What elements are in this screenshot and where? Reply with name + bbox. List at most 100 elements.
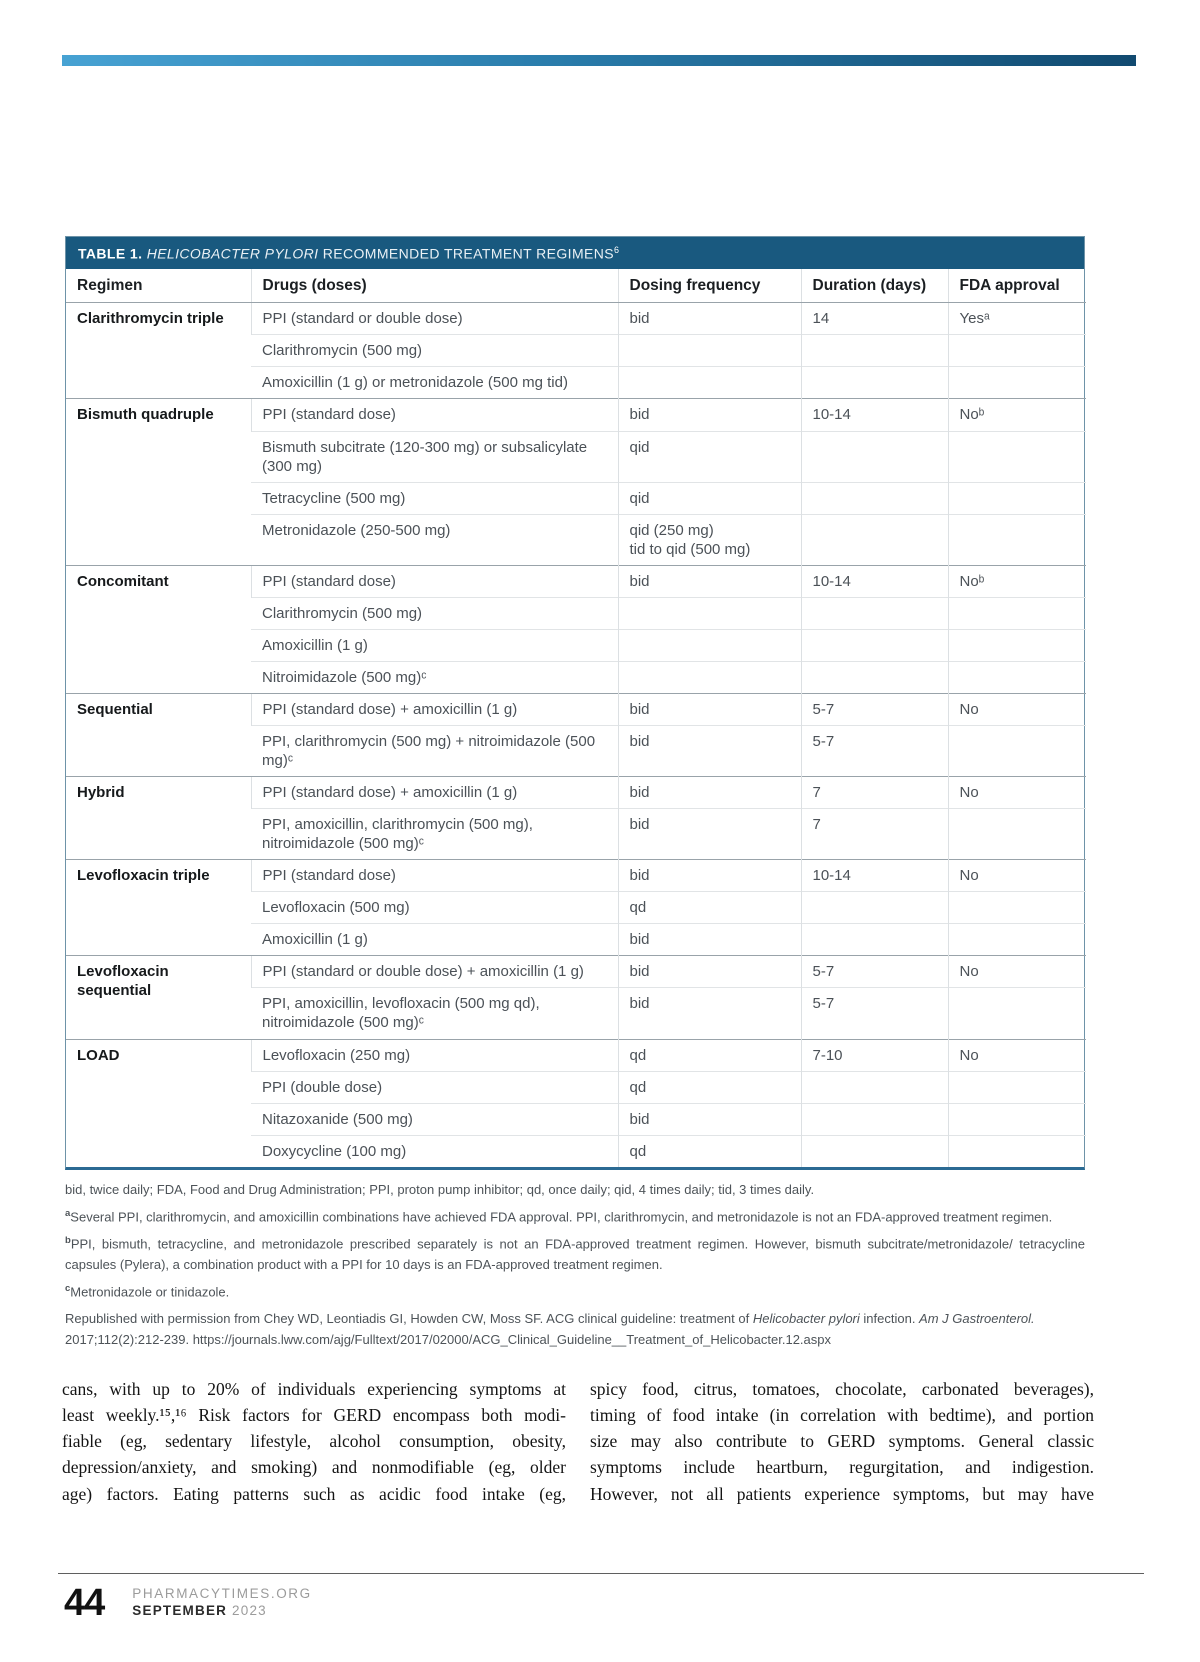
table-row: Levofloxacin sequential PPI (standard or … bbox=[66, 955, 1086, 1039]
table-row: PPI, amoxicillin, levofloxacin (500 mg q… bbox=[66, 987, 1086, 1039]
duration-cell bbox=[800, 660, 948, 694]
footer-site: PHARMACYTIMES.ORG bbox=[132, 1585, 312, 1601]
page-number: 44 bbox=[64, 1581, 105, 1624]
footnote-a: aSeveral PPI, clarithromycin, and amoxic… bbox=[65, 1207, 1085, 1227]
fda-approval-cell: Noᵇ bbox=[947, 564, 1086, 598]
duration-cell: 10-14 bbox=[800, 398, 948, 432]
body-column-left: cans, with up to 20% of individuals expe… bbox=[62, 1378, 566, 1504]
dosing-frequency-cell bbox=[617, 596, 801, 630]
footnote-b-text: PPI, bismuth, tetracycline, and metronid… bbox=[65, 1236, 1085, 1272]
drug-cell: PPI (standard dose) + amoxicillin (1 g) bbox=[250, 776, 618, 809]
dosing-frequency-cell: qd bbox=[617, 1070, 801, 1104]
duration-cell: 7 bbox=[800, 808, 948, 860]
dosing-frequency-cell: qid bbox=[617, 430, 801, 483]
duration-cell bbox=[800, 430, 948, 483]
regimen-cell: Concomitant bbox=[66, 564, 251, 694]
fda-approval-cell bbox=[947, 923, 1086, 956]
dosing-frequency-cell: qd bbox=[617, 1038, 801, 1072]
footer-date: SEPTEMBER 2023 bbox=[132, 1603, 311, 1618]
footnote-a-marker: a bbox=[65, 1207, 71, 1219]
regimen-cell: Clarithromycin triple bbox=[66, 302, 251, 399]
duration-cell bbox=[800, 366, 948, 399]
citation-italic-species: Helicobacter pylori bbox=[752, 1311, 860, 1327]
dosing-frequency-cell bbox=[617, 334, 801, 367]
dosing-frequency-cell bbox=[617, 366, 801, 399]
fda-approval-cell bbox=[947, 987, 1086, 1039]
fda-approval-cell bbox=[947, 891, 1086, 924]
table-row: Amoxicillin (1 g) bid bbox=[66, 923, 1086, 956]
duration-cell: 14 bbox=[800, 302, 948, 335]
table-row: Hybrid PPI (standard dose) + amoxicillin … bbox=[66, 776, 1086, 860]
fda-approval-cell bbox=[947, 1134, 1086, 1167]
footnote-a-text: Several PPI, clarithromycin, and amoxici… bbox=[70, 1209, 1053, 1225]
top-accent-bar bbox=[62, 55, 1136, 66]
duration-cell bbox=[800, 891, 948, 924]
drug-cell: PPI, clarithromycin (500 mg) + nitroimid… bbox=[251, 724, 618, 777]
column-header-drugs: Drugs (doses) bbox=[250, 268, 618, 304]
fda-approval-cell: No bbox=[947, 692, 1086, 726]
fda-approval-cell bbox=[947, 513, 1086, 566]
citation-text: Republished with permission from Chey WD… bbox=[65, 1311, 753, 1327]
column-header-dosing-frequency: Dosing frequency bbox=[617, 268, 801, 304]
drug-cell: PPI (standard dose) + amoxicillin (1 g) bbox=[250, 692, 618, 726]
table-row: Nitroimidazole (500 mg)ᶜ bbox=[66, 660, 1086, 694]
table-row: PPI (double dose) qd bbox=[66, 1070, 1086, 1104]
drug-cell: Amoxicillin (1 g) bbox=[251, 628, 618, 662]
duration-cell bbox=[800, 481, 948, 515]
duration-cell bbox=[800, 923, 948, 956]
drug-cell: Nitroimidazole (500 mg)ᶜ bbox=[251, 660, 618, 694]
table-title-label: TABLE 1. bbox=[78, 245, 143, 262]
fda-approval-cell bbox=[947, 430, 1086, 483]
table-row: Sequential PPI (standard dose) + amoxicil… bbox=[66, 692, 1086, 777]
fda-approval-cell bbox=[947, 808, 1086, 860]
table-row: Clarithromycin (500 mg) bbox=[66, 334, 1086, 367]
table-row: Clarithromycin (500 mg) bbox=[66, 596, 1086, 630]
drug-cell: Levofloxacin (250 mg) bbox=[250, 1038, 618, 1072]
column-header-fda-approval: FDA approval bbox=[947, 268, 1086, 304]
duration-cell: 10-14 bbox=[800, 564, 948, 598]
drug-cell: Amoxicillin (1 g) or metronidazole (500 … bbox=[251, 366, 618, 399]
regimen-cell: Levofloxacin triple bbox=[66, 859, 251, 956]
column-header-duration: Duration (days) bbox=[800, 268, 948, 304]
fda-approval-cell bbox=[947, 660, 1086, 694]
table-row: LOAD Levofloxacin (250 mg) qd 7-10 No bbox=[66, 1038, 1086, 1167]
citation-text: infection. bbox=[859, 1311, 920, 1327]
fda-approval-cell bbox=[947, 481, 1086, 515]
footnote-c: cMetronidazole or tinidazole. bbox=[65, 1282, 1085, 1302]
drug-cell: PPI, amoxicillin, levofloxacin (500 mg q… bbox=[251, 987, 618, 1039]
footnote-c-text: Metronidazole or tinidazole. bbox=[70, 1284, 230, 1300]
fda-approval-cell bbox=[947, 1102, 1086, 1136]
drug-cell: PPI (standard dose) bbox=[250, 564, 618, 598]
drug-cell: Metronidazole (250-500 mg) bbox=[251, 513, 618, 566]
drug-cell: PPI (standard dose) bbox=[250, 398, 618, 432]
duration-cell: 7-10 bbox=[800, 1038, 948, 1072]
dosing-frequency-cell: qd bbox=[617, 1134, 801, 1167]
dosing-frequency-cell: bid bbox=[617, 1102, 801, 1136]
table-title-ref: 6 bbox=[614, 245, 620, 255]
footnote-b-marker: b bbox=[65, 1235, 71, 1247]
duration-cell bbox=[800, 1102, 948, 1136]
body-column-right: spicy food, citrus, tomatoes, chocolate,… bbox=[590, 1378, 1094, 1504]
dosing-frequency-cell bbox=[617, 660, 801, 694]
drug-cell: Clarithromycin (500 mg) bbox=[251, 596, 618, 630]
dosing-frequency-cell: qid bbox=[617, 481, 801, 515]
citation: Republished with permission from Chey WD… bbox=[65, 1309, 1085, 1349]
table-row: Amoxicillin (1 g) or metronidazole (500 … bbox=[66, 366, 1086, 399]
fda-approval-cell: Noᵇ bbox=[947, 398, 1086, 432]
table-row: PPI, amoxicillin, clarithromycin (500 mg… bbox=[66, 808, 1086, 860]
duration-cell bbox=[800, 628, 948, 662]
drug-cell: Nitazoxanide (500 mg) bbox=[251, 1102, 618, 1136]
table-row: Doxycycline (100 mg) qd bbox=[66, 1134, 1086, 1167]
drug-cell: PPI (double dose) bbox=[251, 1070, 618, 1104]
fda-approval-cell: Yesᵃ bbox=[947, 302, 1086, 335]
table-row: Levofloxacin (500 mg) qd bbox=[66, 891, 1086, 924]
table-container: TABLE 1. HELICOBACTER PYLORI RECOMMENDED… bbox=[65, 236, 1086, 1170]
drug-cell: Levofloxacin (500 mg) bbox=[251, 891, 618, 924]
drug-cell: Amoxicillin (1 g) bbox=[251, 923, 618, 956]
fda-approval-cell bbox=[947, 334, 1086, 367]
regimen-cell: Levofloxacin sequential bbox=[66, 955, 251, 1039]
drug-cell: PPI (standard or double dose) bbox=[250, 302, 618, 335]
footnote-c-marker: c bbox=[65, 1282, 71, 1294]
drug-cell: Doxycycline (100 mg) bbox=[251, 1134, 618, 1167]
